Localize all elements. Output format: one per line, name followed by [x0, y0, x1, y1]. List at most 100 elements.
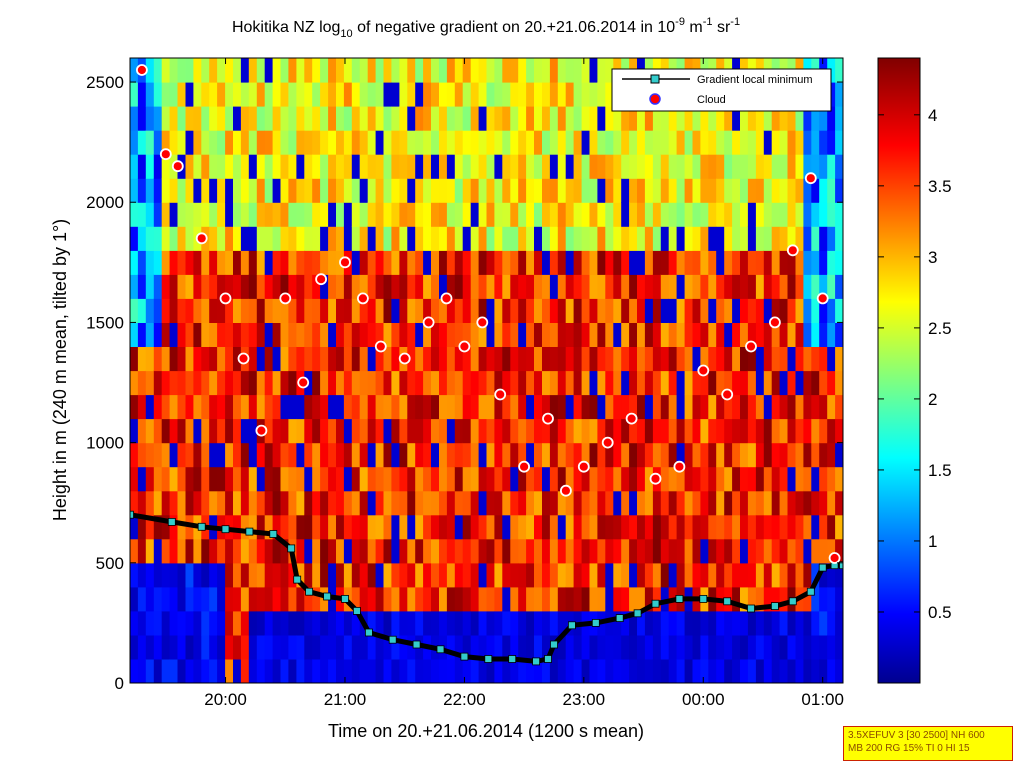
cloud-point [458, 340, 471, 353]
cloud-point [721, 388, 734, 401]
local-minimum-point [221, 525, 230, 534]
legend-cloud-icon [649, 93, 661, 105]
local-minimum-point [633, 609, 642, 618]
cloud-point [135, 64, 148, 76]
x-tick-label: 23:00 [563, 690, 606, 709]
cloud-point [279, 292, 292, 305]
cloud-point [297, 376, 310, 389]
cloud-point [601, 436, 614, 449]
local-minimum-point [675, 595, 684, 603]
cloud-point [440, 292, 453, 305]
local-minimum-point [788, 597, 797, 606]
y-tick-label: 1500 [86, 313, 124, 332]
y-tick-label: 1000 [86, 434, 124, 453]
legend: Gradient local minimum Cloud [611, 68, 832, 112]
local-minimum-point [550, 640, 558, 649]
x-tick-label: 21:00 [324, 690, 367, 709]
local-minimum-point [818, 563, 827, 572]
cloud-point [356, 292, 369, 305]
local-minimum-point [293, 575, 302, 584]
local-minimum-point [167, 518, 176, 526]
cloud-point [769, 316, 781, 329]
local-minimum-point [484, 655, 493, 663]
colorbar-tick-label: 3 [928, 248, 937, 267]
cloud-point [339, 256, 351, 269]
local-minimum-point [591, 619, 600, 627]
local-minimum-point [839, 561, 843, 570]
local-minimum-point [460, 652, 469, 661]
local-minimum-point [436, 645, 445, 654]
local-minimum-point [771, 602, 779, 610]
y-tick-label: 2000 [86, 193, 124, 212]
cloud-point [745, 340, 757, 353]
local-minimum-point [130, 510, 134, 519]
local-minimum-point [287, 544, 296, 553]
cloud-point [625, 412, 638, 425]
x-tick-label: 20:00 [204, 690, 247, 709]
settings-line-2: MB 200 RG 15% TI 0 HI 15 [848, 743, 970, 754]
cloud-point [828, 552, 841, 564]
local-minimum-point [341, 595, 349, 603]
colorbar-tick-label: 1 [928, 532, 937, 551]
x-tick-label: 22:00 [443, 690, 486, 709]
local-minimum-point [412, 640, 421, 649]
cloud-point [494, 388, 507, 401]
y-axis-label: Height in m (240 m mean, tilted by 1°) [50, 219, 70, 521]
local-minimum-point [532, 657, 540, 666]
settings-line-1: 3.5XEFUV 3 [30 2500] NH 600 [848, 730, 985, 741]
local-minimum-point [699, 595, 708, 603]
x-tick-label: 00:00 [682, 690, 725, 709]
x-axis: 20:00 21:00 22:00 23:00 00:00 01:00 [204, 58, 844, 709]
cloud-point [577, 460, 590, 473]
local-minimum-point [615, 614, 624, 622]
cloud-point [237, 352, 250, 365]
legend-square-icon [650, 74, 660, 84]
cloud-point [315, 273, 328, 286]
x-tick-label: 01:00 [801, 690, 844, 709]
local-minimum-point [197, 522, 206, 531]
cloud-point [804, 172, 817, 185]
colorbar-tick-label: 1.5 [928, 461, 952, 480]
plot-area [130, 58, 843, 683]
colorbar-tick-label: 3.5 [928, 177, 952, 196]
cloud-point [195, 232, 208, 245]
settings-box: 3.5XEFUV 3 [30 2500] NH 600 MB 200 RG 15… [843, 726, 1013, 761]
cloud-point [219, 292, 232, 305]
y-axis: 0 500 1000 1500 2000 2500 [86, 73, 843, 693]
local-minimum-point [305, 587, 314, 596]
colorbar-tick-label: 2.5 [928, 319, 952, 338]
cloud-point [374, 340, 387, 353]
cloud-point [518, 460, 530, 473]
local-minimum-point [269, 530, 278, 538]
colorbar-tick-label: 0.5 [928, 603, 952, 622]
cloud-point [422, 316, 435, 329]
cloud-point [255, 424, 268, 437]
cloud-point [649, 472, 662, 485]
chart-title: Hokitika NZ log10 of negative gradient o… [232, 16, 740, 40]
local-minimum-point [388, 635, 397, 644]
cloud-point [398, 352, 411, 365]
cloud-point [159, 148, 172, 161]
cloud-point [542, 412, 554, 425]
cloud-point [476, 316, 489, 329]
local-minimum-point [352, 607, 361, 615]
local-minimum-point [508, 655, 517, 663]
local-minimum-point [568, 621, 576, 630]
legend-label-cloud: Cloud [697, 94, 726, 106]
colorbar-tick-label: 2 [928, 390, 937, 409]
cloud-point [697, 364, 710, 377]
local-minimum-point [747, 604, 755, 613]
colorbar-tick-label: 4 [928, 106, 937, 125]
y-tick-label: 0 [115, 674, 124, 693]
local-minimum-point [723, 597, 732, 606]
local-minimum-point [806, 587, 815, 596]
y-tick-label: 2500 [86, 73, 124, 92]
local-minimum-point [323, 592, 332, 601]
cloud-point [171, 160, 184, 173]
cloud-point [816, 292, 829, 305]
local-minimum-point [651, 599, 660, 608]
plot-frame [129, 57, 844, 684]
legend-label-local-minimum: Gradient local minimum [697, 74, 813, 86]
local-minimum-point [544, 655, 552, 663]
